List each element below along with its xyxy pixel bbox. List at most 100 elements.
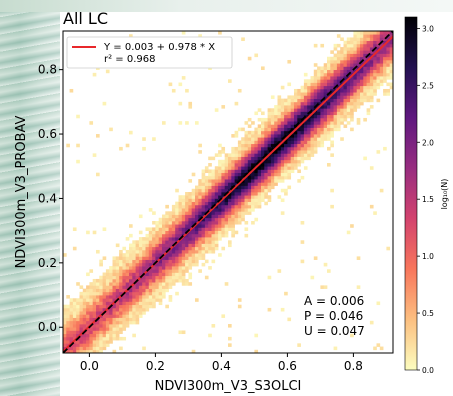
heatmap-cell bbox=[155, 262, 160, 267]
heatmap-cell bbox=[72, 298, 77, 302]
heatmap-cell bbox=[251, 179, 255, 183]
heatmap-cell bbox=[310, 117, 315, 122]
heatmap-cell bbox=[82, 314, 87, 318]
heatmap-cell bbox=[313, 134, 318, 138]
heatmap-cell bbox=[178, 249, 183, 254]
heatmap-cell bbox=[317, 117, 321, 122]
heatmap-cell bbox=[188, 198, 193, 203]
heatmap-cell bbox=[185, 262, 189, 267]
heatmap-cell bbox=[336, 111, 341, 116]
heatmap-cell bbox=[234, 156, 239, 161]
heatmap-cell bbox=[69, 317, 74, 322]
heatmap-cell bbox=[112, 333, 117, 338]
heatmap-cell bbox=[343, 69, 348, 74]
heatmap-cell bbox=[257, 185, 262, 190]
heatmap-cell bbox=[336, 53, 341, 58]
heatmap-cell bbox=[155, 278, 160, 283]
heatmap-cell bbox=[356, 50, 361, 54]
heatmap-cell bbox=[284, 153, 288, 157]
heatmap-cell bbox=[218, 253, 222, 257]
heatmap-cell bbox=[228, 79, 232, 83]
heatmap-cell bbox=[69, 307, 74, 312]
x-tick-label: 0.4 bbox=[212, 359, 231, 373]
heatmap-cell bbox=[92, 298, 97, 302]
heatmap-cell bbox=[386, 72, 391, 77]
heatmap-cell bbox=[135, 240, 140, 244]
heatmap-cell bbox=[99, 317, 103, 322]
heatmap-cell bbox=[267, 124, 272, 128]
heatmap-cell bbox=[241, 175, 245, 180]
heatmap-cell bbox=[303, 137, 308, 141]
heatmap-cell bbox=[336, 124, 341, 128]
heatmap-cell bbox=[369, 98, 374, 103]
heatmap-cell bbox=[373, 59, 377, 64]
heatmap-cell bbox=[165, 204, 169, 209]
heatmap-cell bbox=[287, 124, 292, 128]
heatmap-cell bbox=[237, 220, 242, 225]
heatmap-cell bbox=[336, 88, 341, 93]
heatmap-cell bbox=[195, 298, 199, 302]
heatmap-cell bbox=[290, 101, 295, 106]
heatmap-cell bbox=[198, 256, 202, 260]
heatmap-cell bbox=[320, 85, 325, 90]
heatmap-cell bbox=[175, 227, 179, 231]
heatmap-cell bbox=[257, 137, 262, 141]
heatmap-cell bbox=[234, 188, 239, 193]
heatmap-cell bbox=[175, 272, 179, 277]
heatmap-cell bbox=[218, 163, 222, 167]
one-to-one-line bbox=[63, 31, 393, 353]
heatmap-cell bbox=[290, 163, 295, 167]
heatmap-cell bbox=[165, 288, 169, 293]
heatmap-cell bbox=[204, 201, 209, 206]
heatmap-cell bbox=[155, 272, 160, 277]
heatmap-cell bbox=[340, 47, 344, 51]
heatmap-cell bbox=[383, 34, 387, 38]
heatmap-cell bbox=[237, 211, 242, 215]
heatmap-cell bbox=[261, 117, 265, 122]
heatmap-cell bbox=[224, 156, 229, 161]
heatmap-cell bbox=[115, 291, 120, 296]
heatmap-cell bbox=[333, 101, 338, 106]
heatmap-cell bbox=[96, 349, 100, 353]
heatmap-cell bbox=[254, 146, 259, 151]
heatmap-cell bbox=[327, 79, 331, 83]
heatmap-cell bbox=[294, 150, 298, 154]
heatmap-cell bbox=[300, 114, 305, 119]
heatmap-cell bbox=[122, 298, 127, 302]
heatmap-cell bbox=[122, 314, 127, 318]
heatmap-cell bbox=[175, 249, 179, 254]
heatmap-cell bbox=[96, 336, 100, 341]
heatmap-cell bbox=[254, 137, 259, 141]
heatmap-cell bbox=[369, 320, 374, 325]
heatmap-cell bbox=[198, 185, 202, 190]
heatmap-cell bbox=[284, 121, 288, 125]
heatmap-cell bbox=[366, 37, 371, 42]
heatmap-cell bbox=[204, 246, 209, 251]
heatmap-cell bbox=[63, 327, 67, 331]
heatmap-cell bbox=[181, 76, 186, 80]
heatmap-cell bbox=[69, 346, 74, 351]
heatmap-cell bbox=[145, 301, 150, 306]
heatmap-cell bbox=[221, 224, 226, 228]
heatmap-cell bbox=[277, 101, 282, 106]
heatmap-cell bbox=[327, 117, 331, 122]
heatmap-cell bbox=[363, 95, 367, 99]
heatmap-cell bbox=[145, 237, 150, 241]
heatmap-cell bbox=[280, 166, 285, 170]
heatmap-cell bbox=[148, 243, 153, 248]
heatmap-cell bbox=[162, 237, 166, 241]
heatmap-cell bbox=[112, 256, 117, 260]
heatmap-cell bbox=[162, 285, 166, 289]
heatmap-cell bbox=[389, 31, 393, 35]
heatmap-cell bbox=[191, 253, 196, 257]
heatmap-cell bbox=[198, 243, 202, 248]
heatmap-cell bbox=[300, 140, 305, 145]
heatmap-cell bbox=[267, 114, 272, 119]
heatmap-cell bbox=[346, 43, 351, 48]
heatmap-cell bbox=[274, 124, 278, 128]
heatmap-cell bbox=[297, 92, 301, 96]
heatmap-cell bbox=[175, 246, 179, 251]
heatmap-cell bbox=[310, 146, 315, 151]
heatmap-cell bbox=[86, 311, 90, 315]
heatmap-cell bbox=[135, 243, 140, 248]
